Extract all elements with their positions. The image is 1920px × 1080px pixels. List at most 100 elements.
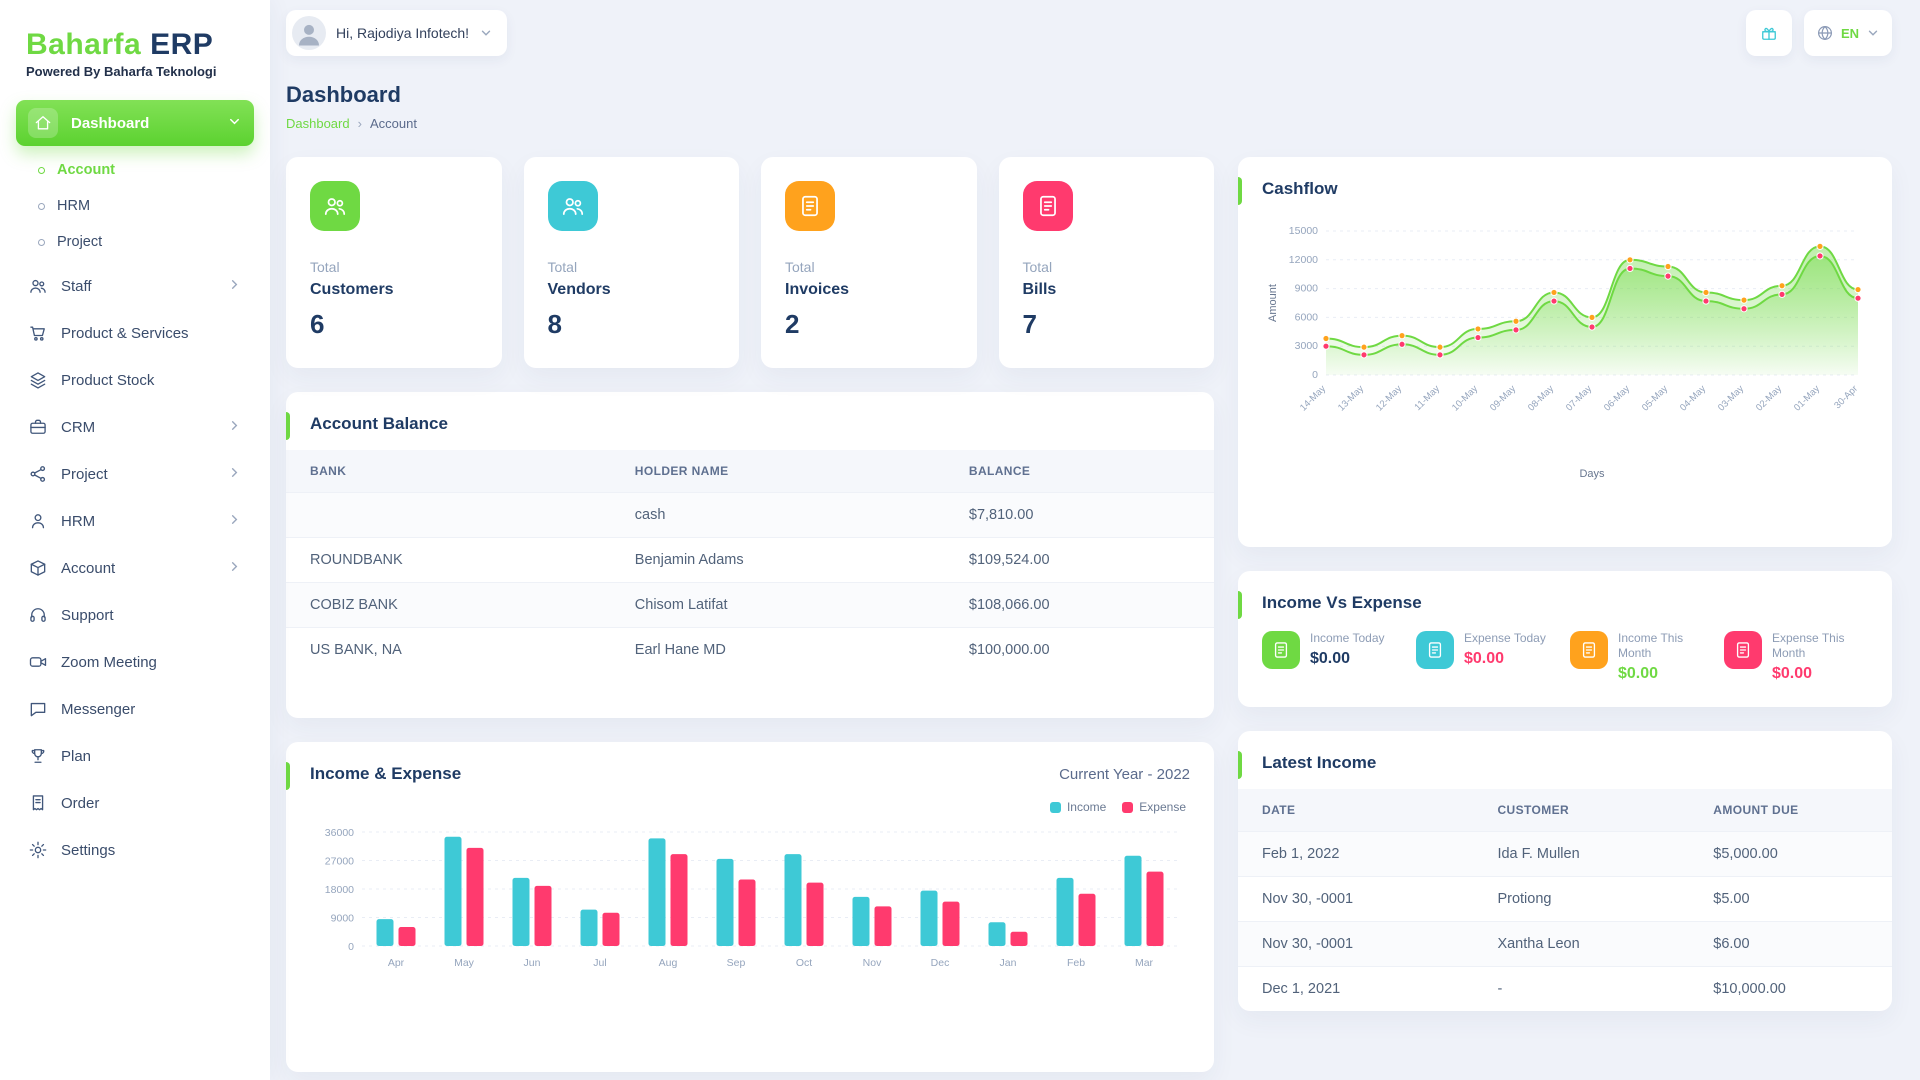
svg-text:03-May: 03-May [1716,383,1746,413]
ministat-label: Expense Today [1464,631,1546,645]
card-title: Account Balance [310,414,448,433]
headset-icon [30,608,46,622]
cell-customer: Ida F. Mullen [1473,831,1690,877]
logo-text-primary: Baharfa [26,28,142,61]
svg-text:Mar: Mar [1135,957,1154,969]
cell-customer: Protiong [1473,876,1690,922]
column-header: Customer [1473,789,1690,832]
stat-label: Customers [310,281,394,298]
svg-text:11-May: 11-May [1412,383,1442,413]
sidebar-item-label: Account [61,559,116,577]
svg-text:02-May: 02-May [1754,383,1784,413]
invoice-icon [785,181,835,231]
sidebar-subitem-project[interactable]: Project [16,225,254,259]
sidebar-item-plan[interactable]: Plan [16,736,254,776]
gear-icon [29,841,47,859]
cell-holder: cash [610,492,945,538]
chevron-right-icon [227,559,242,578]
ministat-value: $0.00 [1310,650,1351,667]
card-title: Latest Income [1262,753,1377,772]
sidebar-item-support[interactable]: Support [16,595,254,635]
page-title: Dashboard [286,82,401,107]
income-expense-card: Income & Expense Current Year - 2022 Inc… [286,742,1214,1072]
user-menu[interactable]: Hi, Rajodiya Infotech! [286,10,508,56]
chevron-right-icon [227,465,242,484]
chevron-right-icon [227,512,242,531]
cell-bank [286,492,611,538]
topbar: Hi, Rajodiya Infotech! EN [286,10,1892,56]
dot-icon [38,166,45,174]
svg-text:08-May: 08-May [1526,383,1556,413]
legend-income[interactable]: Income [1049,800,1106,814]
dot-icon [38,202,45,210]
sidebar-item-zoom-meeting[interactable]: Zoom Meeting [16,642,254,682]
ministat-label: Expense This Month [1772,631,1845,660]
sidebar-item-project2[interactable]: Project [16,454,254,494]
column-header: Amount Due [1689,789,1892,832]
sidebar: Baharfa ERP Powered By Baharfa Teknologi… [0,0,270,1080]
svg-text:Jul: Jul [593,957,606,969]
cell-balance: $7,810.00 [944,492,1214,538]
money-icon [1262,631,1300,669]
legend-expense[interactable]: Expense [1122,800,1186,814]
chevron-right-icon [227,418,242,437]
whats-new-button[interactable] [1745,10,1792,56]
breadcrumb-dashboard-link[interactable]: Dashboard [286,116,350,131]
sidebar-item-dashboard[interactable]: Dashboard [16,100,254,146]
cell-holder: Earl Hane MD [610,627,945,672]
chevron-down-icon [227,114,242,133]
sidebar-item-messenger[interactable]: Messenger [16,689,254,729]
sidebar-item-label: Product & Services [61,324,189,342]
sidebar-item-product-stock[interactable]: Product Stock [16,360,254,400]
svg-text:9000: 9000 [331,913,355,925]
svg-text:Nov: Nov [863,957,882,969]
sidebar-item-account2[interactable]: Account [16,548,254,588]
table-row: Dec 1, 2021 - $10,000.00 [1238,966,1892,1011]
ministat-value: $0.00 [1618,665,1659,682]
sidebar-item-hrm2[interactable]: HRM [16,501,254,541]
language-selector[interactable]: EN [1803,10,1892,56]
sidebar-item-label: Plan [61,747,92,765]
svg-text:Feb: Feb [1067,957,1085,969]
sidebar-item-product-services[interactable]: Product & Services [16,313,254,353]
sidebar-item-label: Messenger [61,700,136,718]
money-icon [1724,631,1762,669]
avatar [292,16,326,50]
topbar-actions: EN [1745,10,1892,56]
svg-text:05-May: 05-May [1640,383,1670,413]
stat-value: 2 [785,309,800,339]
share-icon [30,466,46,482]
money-icon [1570,631,1608,669]
sidebar-item-settings[interactable]: Settings [16,830,254,870]
sidebar-item-label: Support [61,606,114,624]
sidebar-item-crm[interactable]: CRM [16,407,254,447]
sidebar-item-label: Product Stock [61,371,155,389]
svg-text:Sep: Sep [727,957,746,969]
cell-amount: $5,000.00 [1689,831,1892,877]
card-title: Income & Expense [310,764,462,783]
ministat-label: Income This Month [1618,631,1684,660]
sidebar-subitem-label: Project [57,234,103,250]
svg-text:Jun: Jun [524,957,541,969]
language-code: EN [1840,25,1859,41]
vendors-icon [547,181,598,231]
sidebar-subitem-hrm[interactable]: HRM [16,189,254,223]
sidebar-item-order[interactable]: Order [16,783,254,823]
home-icon [28,108,58,138]
sidebar-item-staff[interactable]: Staff [16,266,254,306]
stat-card-invoices: Total Invoices 2 [761,157,977,368]
chevron-down-icon [1866,26,1880,40]
sidebar-subitem-account[interactable]: Account [16,153,254,187]
stat-card-customers: Total Customers 6 [286,157,502,368]
stat-prefix: Total [547,259,578,275]
svg-text:Days: Days [1579,468,1605,480]
table-row: Nov 30, -0001 Protiong $5.00 [1238,876,1892,922]
svg-text:18000: 18000 [325,884,354,896]
breadcrumb-separator: › [357,116,362,131]
table-row: Feb 1, 2022 Ida F. Mullen $5,000.00 [1238,831,1892,877]
sidebar-item-label: CRM [61,418,96,436]
logo-tagline: Powered By Baharfa Teknologi [26,64,217,79]
ministat-row: Income Today $0.00 Expense Today $0.00 [1238,629,1892,707]
ministat-income-today: Income Today $0.00 [1262,631,1406,683]
card-title: Income Vs Expense [1262,593,1422,612]
